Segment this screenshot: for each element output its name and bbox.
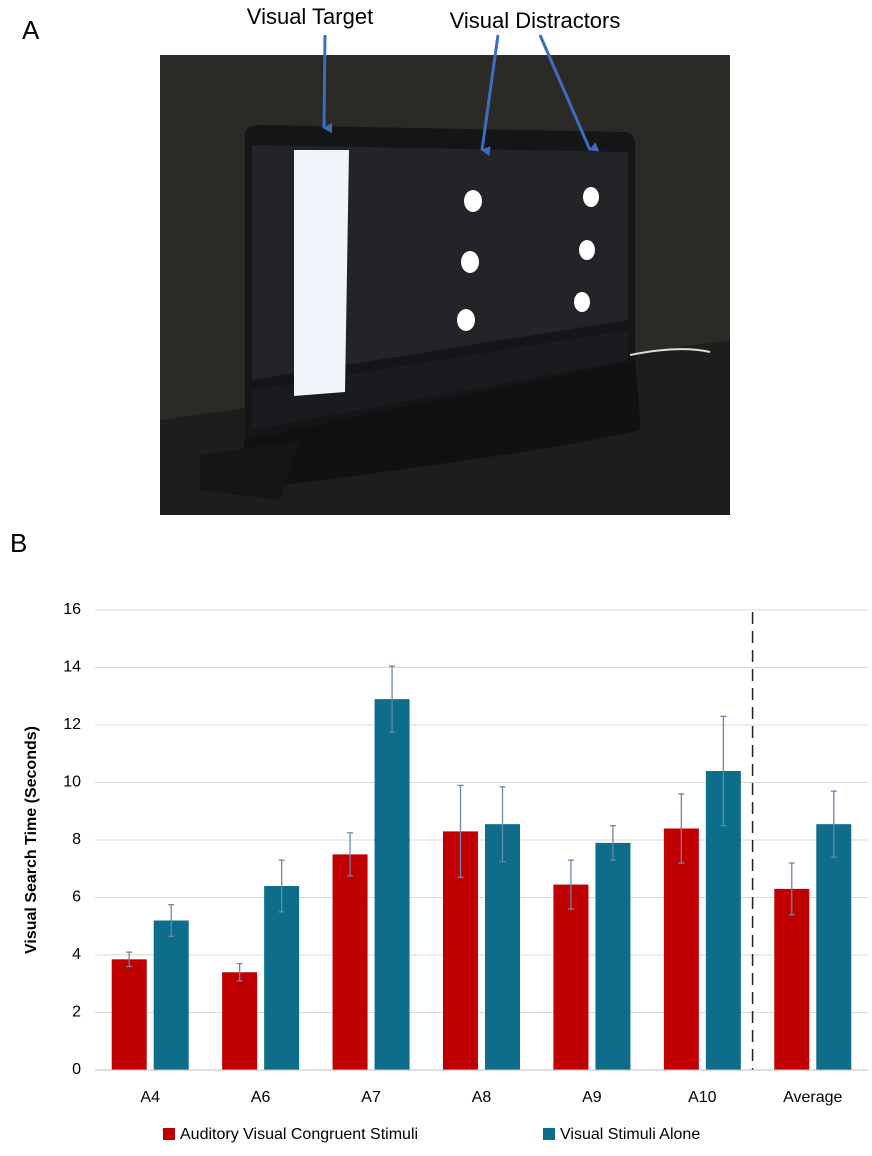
error-bar — [830, 790, 837, 858]
error-bar — [720, 715, 727, 827]
y-tick-label: 8 — [72, 831, 81, 848]
y-tick-label: 14 — [63, 659, 81, 676]
bar — [595, 842, 631, 1070]
error-bar — [609, 824, 616, 861]
bar — [553, 884, 589, 1070]
error-bar — [168, 904, 175, 937]
legend-label: Auditory Visual Congruent Stimuli — [180, 1126, 418, 1143]
legend-swatch — [543, 1128, 555, 1140]
x-tick-label: A7 — [361, 1089, 381, 1106]
legend-swatch — [163, 1128, 175, 1140]
x-tick-label: Average — [783, 1089, 842, 1106]
error-bar — [389, 665, 396, 733]
y-tick-label: 12 — [63, 716, 81, 733]
bar — [332, 854, 368, 1070]
photo — [160, 34, 730, 515]
bar — [222, 972, 258, 1070]
x-tick-label: A9 — [582, 1089, 602, 1106]
bar — [816, 824, 852, 1070]
error-bar — [236, 962, 243, 982]
y-tick-label: 2 — [72, 1004, 81, 1021]
bar — [374, 699, 410, 1070]
y-tick-label: 0 — [72, 1061, 81, 1078]
x-tick-label: A10 — [688, 1089, 717, 1106]
y-tick-label: 4 — [72, 946, 81, 963]
panel-label: A — [22, 15, 40, 45]
error-bar — [126, 951, 133, 968]
error-bar — [278, 859, 285, 913]
error-bar — [788, 862, 795, 916]
error-bar — [678, 793, 685, 864]
bar — [663, 828, 699, 1070]
y-tick-label: 10 — [63, 774, 81, 791]
error-bar — [347, 832, 354, 877]
error-bar — [567, 859, 574, 910]
error-bar — [457, 784, 464, 879]
y-axis-title: Visual Search Time (Seconds) — [23, 726, 40, 954]
bar — [264, 886, 300, 1070]
annotation: Visual Target — [247, 4, 373, 29]
bar — [153, 920, 189, 1070]
y-tick-label: 16 — [63, 601, 81, 618]
x-tick-label: A6 — [251, 1089, 271, 1106]
bar — [111, 959, 147, 1070]
error-bar — [499, 786, 506, 863]
legend-label: Visual Stimuli Alone — [560, 1126, 700, 1143]
x-tick-label: A8 — [472, 1089, 492, 1106]
annotation: Visual Distractors — [450, 8, 621, 33]
bar — [485, 824, 520, 1070]
x-tick-label: A4 — [140, 1089, 160, 1106]
y-tick-label: 6 — [72, 889, 81, 906]
bar — [774, 888, 810, 1070]
panel-label: B — [10, 528, 27, 558]
